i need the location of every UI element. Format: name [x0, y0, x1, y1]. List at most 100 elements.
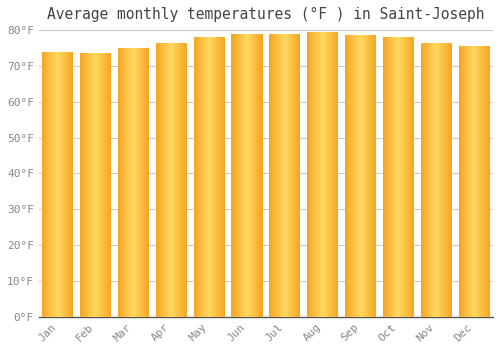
Bar — [125, 48, 126, 317]
Bar — [84, 53, 85, 317]
Bar — [460, 46, 462, 317]
Bar — [248, 34, 249, 317]
Bar — [100, 53, 101, 317]
Bar — [218, 37, 220, 317]
Bar — [207, 37, 208, 317]
Bar — [373, 35, 374, 317]
Bar — [130, 48, 132, 317]
Bar — [236, 34, 238, 317]
Bar — [182, 43, 184, 317]
Bar — [118, 48, 119, 317]
Bar — [332, 32, 333, 317]
Bar — [60, 51, 61, 317]
Bar — [104, 53, 105, 317]
Bar — [86, 53, 88, 317]
Bar — [431, 43, 432, 317]
Bar — [474, 46, 475, 317]
Bar — [425, 43, 426, 317]
Bar — [145, 48, 146, 317]
Bar — [282, 34, 283, 317]
Bar — [352, 35, 354, 317]
Bar — [472, 46, 473, 317]
Bar — [470, 46, 471, 317]
Bar — [156, 43, 157, 317]
Bar — [432, 43, 433, 317]
Bar — [46, 51, 48, 317]
Bar — [67, 51, 68, 317]
Bar — [394, 37, 396, 317]
Bar — [108, 53, 109, 317]
Bar — [349, 35, 350, 317]
Bar — [347, 35, 348, 317]
Bar — [276, 34, 278, 317]
Bar — [143, 48, 144, 317]
Bar — [54, 51, 56, 317]
Bar — [138, 48, 140, 317]
Bar — [484, 46, 486, 317]
Bar — [208, 37, 209, 317]
Bar — [70, 51, 71, 317]
Bar — [128, 48, 130, 317]
Bar — [196, 37, 198, 317]
Bar — [200, 37, 201, 317]
Bar — [94, 53, 96, 317]
Bar — [242, 34, 243, 317]
Bar — [468, 46, 469, 317]
Bar — [404, 37, 406, 317]
Bar — [140, 48, 141, 317]
Bar — [110, 53, 111, 317]
Bar — [411, 37, 412, 317]
Bar — [314, 32, 316, 317]
Bar — [423, 43, 424, 317]
Bar — [290, 34, 291, 317]
Bar — [174, 43, 176, 317]
Bar — [252, 34, 253, 317]
Bar — [389, 37, 390, 317]
Bar — [80, 53, 81, 317]
Bar — [206, 37, 207, 317]
Bar — [322, 32, 324, 317]
Bar — [307, 32, 308, 317]
Bar — [201, 37, 202, 317]
Bar — [448, 43, 450, 317]
Bar — [473, 46, 474, 317]
Bar — [254, 34, 256, 317]
Bar — [370, 35, 371, 317]
Bar — [398, 37, 400, 317]
Bar — [194, 37, 196, 317]
Bar — [329, 32, 330, 317]
Bar — [72, 51, 74, 317]
Bar — [158, 43, 159, 317]
Bar — [438, 43, 440, 317]
Bar — [172, 43, 174, 317]
Bar — [391, 37, 392, 317]
Bar — [287, 34, 288, 317]
Bar — [205, 37, 206, 317]
Bar — [166, 43, 167, 317]
Bar — [422, 43, 423, 317]
Bar — [65, 51, 66, 317]
Bar — [294, 34, 295, 317]
Bar — [232, 34, 234, 317]
Bar — [178, 43, 180, 317]
Bar — [202, 37, 203, 317]
Bar — [408, 37, 409, 317]
Bar — [234, 34, 236, 317]
Bar — [164, 43, 165, 317]
Bar — [316, 32, 318, 317]
Bar — [103, 53, 104, 317]
Bar — [124, 48, 125, 317]
Bar — [328, 32, 329, 317]
Bar — [464, 46, 465, 317]
Bar — [354, 35, 356, 317]
Bar — [256, 34, 258, 317]
Bar — [121, 48, 122, 317]
Bar — [274, 34, 276, 317]
Bar — [56, 51, 58, 317]
Bar — [429, 43, 430, 317]
Bar — [136, 48, 138, 317]
Bar — [374, 35, 375, 317]
Bar — [467, 46, 468, 317]
Bar — [107, 53, 108, 317]
Bar — [388, 37, 389, 317]
